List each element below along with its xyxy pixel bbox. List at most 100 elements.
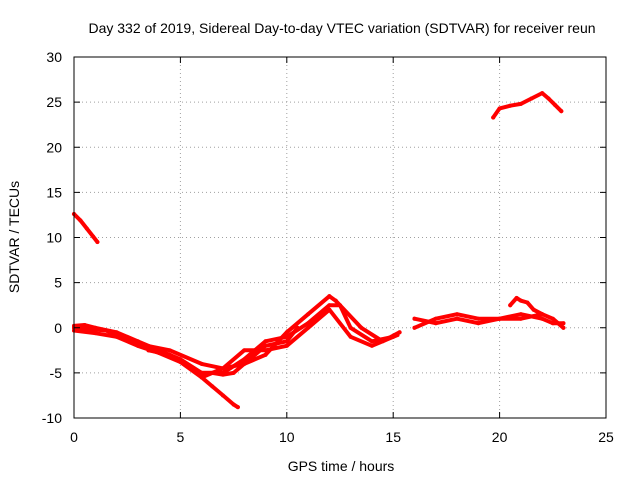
data-point	[348, 334, 353, 339]
data-point	[263, 343, 268, 348]
data-point	[306, 321, 311, 326]
data-point	[540, 312, 545, 317]
series-arc-drop	[199, 375, 240, 410]
data-point	[327, 307, 332, 312]
series-arc-late-c	[508, 296, 545, 317]
y-tick-label: 25	[46, 94, 62, 110]
data-point	[306, 325, 311, 330]
data-point	[327, 303, 332, 308]
data-point	[220, 372, 225, 377]
data-point	[369, 343, 374, 348]
data-point	[525, 300, 530, 305]
chart-title: Day 332 of 2019, Sidereal Day-to-day VTE…	[88, 20, 595, 36]
data-point	[546, 96, 551, 101]
x-tick-label: 20	[492, 429, 508, 445]
data-point	[455, 316, 460, 321]
axis-ticks: 0 5 10 15 20 25 -10 -5 0 5 10 15 20 25 30	[42, 49, 614, 445]
data-point	[540, 91, 545, 96]
data-point	[412, 325, 417, 330]
data-point	[455, 312, 460, 317]
series-arc-high	[491, 91, 564, 120]
data-point	[333, 298, 338, 303]
data-point	[531, 307, 536, 312]
data-point	[497, 316, 502, 321]
data-point	[306, 312, 311, 317]
data-point	[561, 325, 566, 330]
data-point	[82, 323, 87, 328]
data-point	[78, 218, 83, 223]
data-point	[263, 352, 268, 357]
data-point	[476, 316, 481, 321]
data-point	[514, 295, 519, 300]
data-point	[518, 101, 523, 106]
data-point	[231, 370, 236, 375]
data-point	[242, 361, 247, 366]
data-point	[284, 343, 289, 348]
y-tick-label: 10	[46, 230, 62, 246]
y-tick-label: 20	[46, 139, 62, 155]
data-point	[84, 226, 89, 231]
data-point	[220, 393, 225, 398]
x-tick-label: 0	[70, 429, 78, 445]
data-point	[284, 330, 289, 335]
y-tick-label: 15	[46, 184, 62, 200]
data-point	[284, 339, 289, 344]
data-point	[412, 316, 417, 321]
y-tick-label: 30	[46, 49, 62, 65]
x-axis-label: GPS time / hours	[288, 458, 395, 474]
data-point	[380, 339, 385, 344]
data-point	[146, 348, 151, 353]
series-arc-late-b	[412, 312, 566, 330]
data-point	[476, 321, 481, 326]
data-point	[295, 325, 300, 330]
data-point	[327, 294, 332, 299]
data-point	[91, 234, 96, 239]
data-point	[561, 321, 566, 326]
data-series	[72, 91, 566, 410]
data-point	[199, 370, 204, 375]
data-point	[518, 298, 523, 303]
grid-lines	[74, 57, 606, 418]
x-tick-label: 25	[598, 429, 614, 445]
x-tick-label: 5	[177, 429, 185, 445]
data-point	[189, 366, 194, 371]
data-point	[540, 316, 545, 321]
data-point	[235, 405, 240, 410]
data-point	[210, 384, 215, 389]
data-point	[552, 102, 557, 107]
data-point	[210, 370, 215, 375]
x-tick-label: 10	[279, 429, 295, 445]
data-point	[93, 331, 98, 336]
data-point	[369, 339, 374, 344]
data-point	[103, 328, 108, 333]
data-point	[433, 321, 438, 326]
data-point	[508, 103, 513, 108]
data-point	[199, 375, 204, 380]
data-point	[518, 316, 523, 321]
data-point	[491, 115, 496, 120]
data-point	[550, 321, 555, 326]
data-point	[231, 402, 236, 407]
data-point	[433, 316, 438, 321]
data-point	[242, 357, 247, 362]
y-tick-label: 5	[54, 275, 62, 291]
data-point	[497, 106, 502, 111]
data-point	[529, 96, 534, 101]
data-point	[167, 348, 172, 353]
data-point	[167, 352, 172, 357]
data-point	[135, 341, 140, 346]
data-point	[518, 312, 523, 317]
data-point	[199, 361, 204, 366]
data-point	[242, 348, 247, 353]
data-point	[559, 109, 564, 114]
y-tick-label: -10	[42, 410, 62, 426]
data-point	[263, 339, 268, 344]
data-point	[348, 325, 353, 330]
data-point	[359, 325, 364, 330]
y-tick-label: 0	[54, 320, 62, 336]
x-tick-label: 15	[385, 429, 401, 445]
data-point	[220, 366, 225, 371]
data-point	[95, 240, 100, 245]
data-point	[508, 303, 513, 308]
